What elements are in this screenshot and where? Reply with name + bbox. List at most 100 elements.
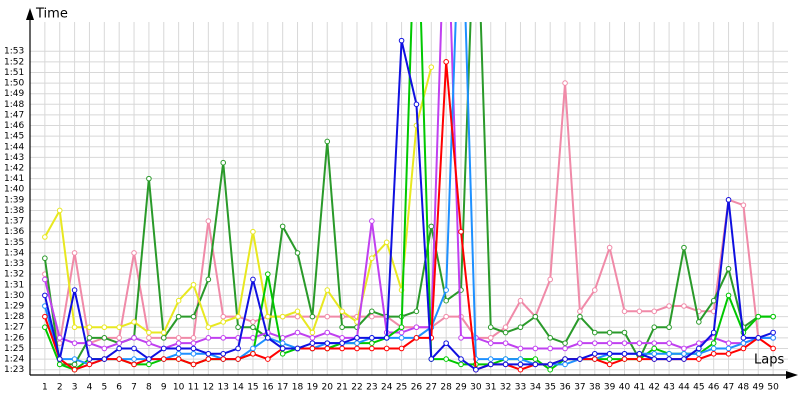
point xyxy=(86,324,93,331)
point xyxy=(250,335,256,341)
point xyxy=(309,345,316,352)
point xyxy=(354,345,360,352)
point xyxy=(205,350,212,357)
x-tick-label: 47 xyxy=(723,383,734,393)
point xyxy=(755,313,762,320)
point xyxy=(740,345,747,352)
point xyxy=(681,350,687,357)
x-tick-label: 10 xyxy=(173,383,185,393)
point xyxy=(339,324,345,331)
point xyxy=(502,340,509,346)
point xyxy=(101,345,108,352)
point xyxy=(487,340,494,346)
point xyxy=(502,324,509,331)
y-tick-label: 1:25 xyxy=(4,344,24,354)
point xyxy=(532,356,539,362)
x-tick-label: 32 xyxy=(500,383,511,393)
point xyxy=(636,308,643,315)
x-tick-label: 9 xyxy=(161,383,167,393)
y-axis-arrow xyxy=(26,8,34,20)
point xyxy=(651,350,658,357)
point xyxy=(696,350,702,357)
point xyxy=(740,335,747,341)
x-tick-label: 15 xyxy=(247,383,258,393)
point xyxy=(770,329,776,336)
point xyxy=(160,345,167,352)
point xyxy=(369,335,375,341)
point xyxy=(265,313,271,320)
y-tick-label: 1:41 xyxy=(4,174,24,184)
point xyxy=(56,207,63,214)
point xyxy=(487,324,494,331)
series-line xyxy=(43,22,774,366)
x-tick-label: 49 xyxy=(753,383,765,393)
point xyxy=(160,329,167,336)
y-tick-label: 1:38 xyxy=(4,206,24,216)
point xyxy=(131,356,137,362)
point xyxy=(740,202,747,208)
point xyxy=(696,356,702,362)
x-axis-label: Laps xyxy=(754,353,784,368)
point xyxy=(235,356,241,362)
point xyxy=(577,308,583,315)
point xyxy=(473,366,479,373)
point xyxy=(591,340,598,346)
point xyxy=(324,138,331,145)
point xyxy=(710,297,717,304)
point xyxy=(517,345,524,352)
point xyxy=(443,356,449,362)
point xyxy=(621,350,628,357)
point xyxy=(591,287,598,293)
y-tick-label: 1:28 xyxy=(4,312,24,322)
point xyxy=(354,340,360,346)
point xyxy=(577,313,583,320)
x-tick-label: 35 xyxy=(544,383,555,393)
point xyxy=(740,340,747,346)
point xyxy=(517,356,524,362)
x-tick-label: 43 xyxy=(663,383,674,393)
x-tick-label: 5 xyxy=(101,383,107,393)
point xyxy=(369,345,375,352)
point xyxy=(279,223,286,230)
x-tick-label: 7 xyxy=(131,383,137,393)
point xyxy=(86,356,93,362)
y-tick-label: 1:26 xyxy=(4,333,24,343)
point xyxy=(175,297,182,304)
point xyxy=(56,340,63,346)
point xyxy=(681,244,687,251)
point xyxy=(250,319,256,325)
x-tick-label: 42 xyxy=(649,383,660,393)
point xyxy=(339,340,345,346)
point xyxy=(502,329,509,336)
point xyxy=(428,64,435,70)
point xyxy=(606,329,613,336)
x-tick-label: 33 xyxy=(515,383,526,393)
point xyxy=(681,303,687,309)
point xyxy=(250,324,256,331)
point xyxy=(86,335,93,341)
point xyxy=(562,356,568,362)
x-tick-label: 45 xyxy=(693,383,704,393)
point xyxy=(696,319,702,325)
point xyxy=(101,324,108,331)
point xyxy=(146,329,152,336)
point xyxy=(279,350,286,357)
point xyxy=(502,361,509,368)
point xyxy=(86,361,93,368)
x-tick-label: 26 xyxy=(411,383,423,393)
point xyxy=(725,292,732,299)
point xyxy=(383,239,390,246)
point xyxy=(591,356,598,362)
point xyxy=(547,366,553,373)
point xyxy=(71,287,78,293)
y-tick-label: 1:51 xyxy=(4,68,24,78)
point xyxy=(606,340,613,346)
point xyxy=(398,335,405,341)
point xyxy=(398,37,405,44)
x-tick-label: 23 xyxy=(366,383,377,393)
point xyxy=(398,324,405,331)
point xyxy=(725,197,732,203)
point xyxy=(666,324,672,331)
point xyxy=(443,287,449,293)
point xyxy=(606,350,613,357)
